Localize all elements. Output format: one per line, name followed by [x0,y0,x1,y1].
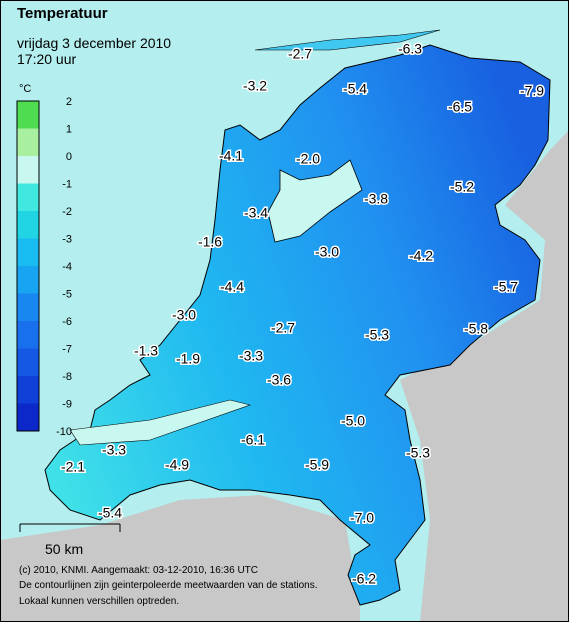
legend-label: -10 [56,426,72,438]
legend-label: -4 [62,261,72,273]
legend-swatch [17,293,39,321]
station-value: -5.3 [365,327,389,343]
netherlands [44,44,551,606]
legend-label: 1 [66,124,72,136]
legend-swatch [17,376,39,404]
station-value: -6.5 [448,99,472,115]
legend-label: -1 [62,179,72,191]
legend-swatch [17,266,39,294]
legend: 2 1 0 -1 -2 -3 -4 -5 -6 -7 -8 -9 -10 [16,96,72,438]
station-value: -2.0 [296,151,320,167]
station-value: -3.4 [244,205,268,221]
station-value: -3.0 [315,244,339,260]
unit: °C [19,83,31,95]
legend-swatch [17,128,39,156]
station-value: -1.6 [198,234,222,250]
legend-swatch [17,101,39,129]
legend-label: -9 [62,399,72,411]
scale-label: 50 km [45,541,83,557]
station-value: -3.3 [239,348,263,364]
station-value: -5.4 [98,505,122,521]
legend-label: -2 [62,206,72,218]
neighbour-land [0,495,360,622]
station-value: -4.1 [219,148,243,164]
legend-label: -8 [62,371,72,383]
station-value: -3.6 [267,372,291,388]
legend-label: -7 [62,344,72,356]
legend-swatch [17,183,39,211]
station-value: -4.9 [165,457,189,473]
station-value: -2.7 [288,46,312,62]
legend-swatch [17,238,39,266]
footer: (c) 2010, KNMI. Aangemaakt: 03-12-2010, … [19,565,258,576]
legend-swatch [17,403,39,431]
station-value: -5.7 [494,279,518,295]
station-value: -1.9 [176,351,200,367]
time: 17:20 uur [17,51,76,67]
footer: De contourlijnen zijn geinterpoleerde me… [19,580,318,591]
legend-label: 2 [66,96,72,108]
legend-label: 0 [66,151,72,163]
station-value: -5.9 [305,457,329,473]
islands [254,29,441,51]
station-value: -4.4 [220,279,244,295]
station-value: -5.2 [450,179,474,195]
station-value: -5.4 [343,81,367,97]
title: Temperatuur [17,5,108,22]
station-value: -7.0 [350,510,374,526]
station-value: -3.8 [364,191,388,207]
station-value: -6.1 [241,432,265,448]
station-value: -7.9 [520,83,544,99]
legend-label: -3 [62,234,72,246]
legend-swatch [17,321,39,349]
station-value: -5.3 [406,445,430,461]
station-value: -3.2 [243,78,267,94]
station-value: -4.2 [409,248,433,264]
station-value: -3.0 [172,307,196,323]
station-value: -5.8 [464,321,488,337]
station-value: -6.3 [398,41,422,57]
legend-swatch [17,156,39,184]
station-value: -1.3 [134,343,158,359]
station-value: -5.0 [341,413,365,429]
date: vrijdag 3 december 2010 [17,35,171,51]
station-value: -3.3 [102,442,126,458]
legend-swatch [17,211,39,239]
station-value: -2.7 [271,320,295,336]
estuary [69,399,252,446]
ijsselmeer [267,159,363,243]
legend-frame [16,100,40,432]
station-value: -6.2 [352,571,376,587]
legend-label: -5 [62,289,72,301]
station-value: -2.1 [61,459,85,475]
stations: -2.7 -6.3 -3.2 -5.4 -6.5 -7.9 -4.1 -2.0 -5.2 -3.8… [59,39,545,588]
legend-swatch [17,348,39,376]
neighbour-land [400,130,569,622]
legend-label: -6 [62,316,72,328]
footer: Lokaal kunnen verschillen optreden. [19,596,179,607]
